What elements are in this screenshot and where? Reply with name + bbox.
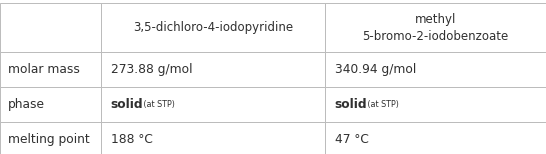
Text: 273.88 g/mol: 273.88 g/mol [111,63,192,76]
Text: 3,5-dichloro-4-iodopyridine: 3,5-dichloro-4-iodopyridine [133,21,293,34]
Text: 340.94 g/mol: 340.94 g/mol [335,63,416,76]
Text: molar mass: molar mass [8,63,80,76]
Bar [101,122,325,154]
Text: (at STP): (at STP) [141,100,175,109]
Bar [0,122,101,154]
Bar [101,87,325,122]
Text: methyl
5-bromo-2-iodobenzoate: methyl 5-bromo-2-iodobenzoate [363,13,508,43]
Bar [325,87,546,122]
Bar [325,52,546,87]
Bar [0,52,101,87]
Text: solid: solid [335,98,367,111]
Bar [0,87,101,122]
Text: 188 °C: 188 °C [111,133,153,146]
Bar [325,122,546,154]
Text: solid: solid [111,98,144,111]
Text: 47 °C: 47 °C [335,133,369,146]
Bar [101,52,325,87]
Text: phase: phase [8,98,45,111]
Bar [0,3,101,52]
Bar [325,3,546,52]
Text: (at STP): (at STP) [365,100,399,109]
Bar [101,3,325,52]
Text: melting point: melting point [8,133,90,146]
